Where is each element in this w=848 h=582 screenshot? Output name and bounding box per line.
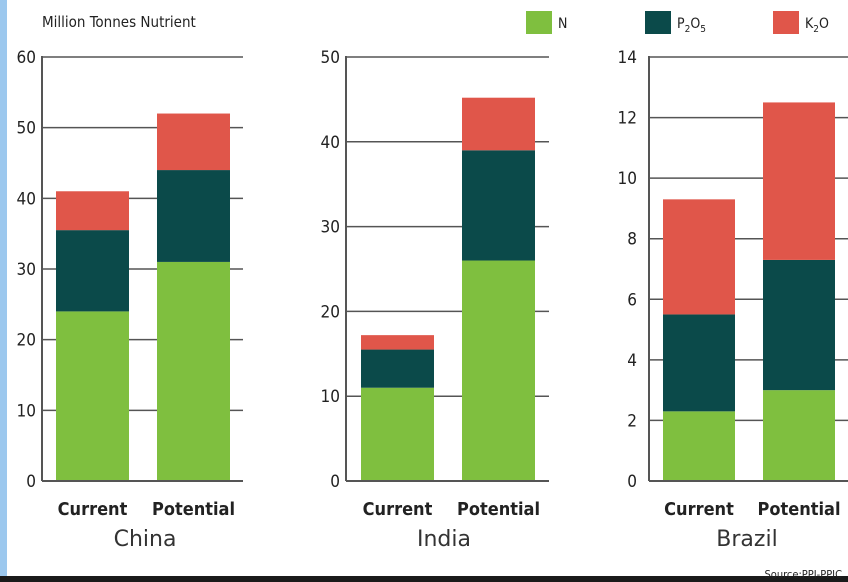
y-tick-label: 20	[17, 331, 36, 351]
bar-current-p2o5	[361, 349, 434, 388]
bar-potential-n	[462, 260, 535, 481]
group-label-brazil: Brazil	[716, 527, 777, 552]
plots: Current Potential0102030405060ChinaCurren…	[17, 48, 848, 552]
category-label: Current	[363, 499, 433, 520]
y-tick-label: 12	[618, 109, 637, 129]
category-label: Potential	[457, 499, 540, 520]
y-tick-label: 40	[17, 189, 36, 209]
bar-potential-k2o	[157, 113, 230, 171]
y-tick-label: 4	[627, 351, 637, 371]
legend-label-n: N	[558, 16, 567, 32]
y-tick-label: 30	[17, 260, 36, 280]
bar-potential-n	[763, 390, 835, 481]
bar-current-n	[361, 387, 434, 481]
bar-current-n	[56, 311, 129, 481]
y-tick-label: 0	[330, 472, 340, 492]
bar-potential-n	[157, 261, 230, 481]
bar-potential-p2o5	[157, 170, 230, 262]
legend-swatch-n	[526, 11, 552, 34]
category-label: Potential	[152, 499, 235, 520]
source-note: Source:PPI-PPIC	[765, 568, 843, 581]
y-tick-label: 10	[17, 401, 36, 421]
bottom-border	[0, 576, 848, 582]
legend-label-k2o: K2O	[805, 16, 829, 35]
plot-india: Current Potential 0 10 20 30 40 50 India	[321, 48, 549, 552]
bar-potential-p2o5	[462, 150, 535, 261]
y-tick-label: 10	[321, 387, 340, 407]
y-tick-label: 0	[627, 472, 637, 492]
y-tick-label: 60	[17, 48, 36, 68]
legend-swatch-k2o	[773, 11, 799, 34]
y-tick-label: 10	[618, 169, 637, 189]
bar-current-p2o5	[663, 314, 735, 412]
category-label: Current	[664, 499, 734, 520]
y-tick-label: 50	[321, 48, 340, 68]
y-tick-label: 8	[627, 230, 637, 250]
group-label-india: India	[417, 527, 471, 552]
y-tick-label: 0	[26, 472, 36, 492]
bar-current-k2o	[361, 335, 434, 350]
bar-potential-k2o	[462, 97, 535, 151]
bar-current-p2o5	[56, 230, 129, 312]
legend-label-p2o5: P2O5	[677, 16, 706, 35]
y-tick-label: 30	[321, 218, 340, 238]
y-tick-label: 14	[618, 48, 637, 68]
plot-brazil: Current Potential 0 2 4 6 8 10 12 14 Brazil	[618, 48, 848, 552]
y-tick-label: 50	[17, 119, 36, 139]
group-label-china: China	[114, 527, 177, 552]
category-label: Current	[58, 499, 128, 520]
plot-china: Current Potential 0 10 20 30 40 50 60 China	[17, 48, 243, 552]
legend: N P2O5 K2O	[526, 11, 829, 35]
y-tick-label: 6	[627, 290, 637, 310]
y-tick-label: 40	[321, 133, 340, 153]
bar-potential-p2o5	[763, 259, 835, 391]
bar-current-k2o	[663, 199, 735, 315]
bar-potential-k2o	[763, 102, 835, 260]
bar-current-n	[663, 411, 735, 481]
y-tick-label: 2	[627, 411, 637, 431]
bar-current-k2o	[56, 191, 129, 231]
legend-swatch-p2o5	[645, 11, 671, 34]
category-label: Potential	[757, 499, 840, 520]
units-label: Million Tonnes Nutrient	[42, 13, 196, 31]
y-tick-label: 20	[321, 302, 340, 322]
